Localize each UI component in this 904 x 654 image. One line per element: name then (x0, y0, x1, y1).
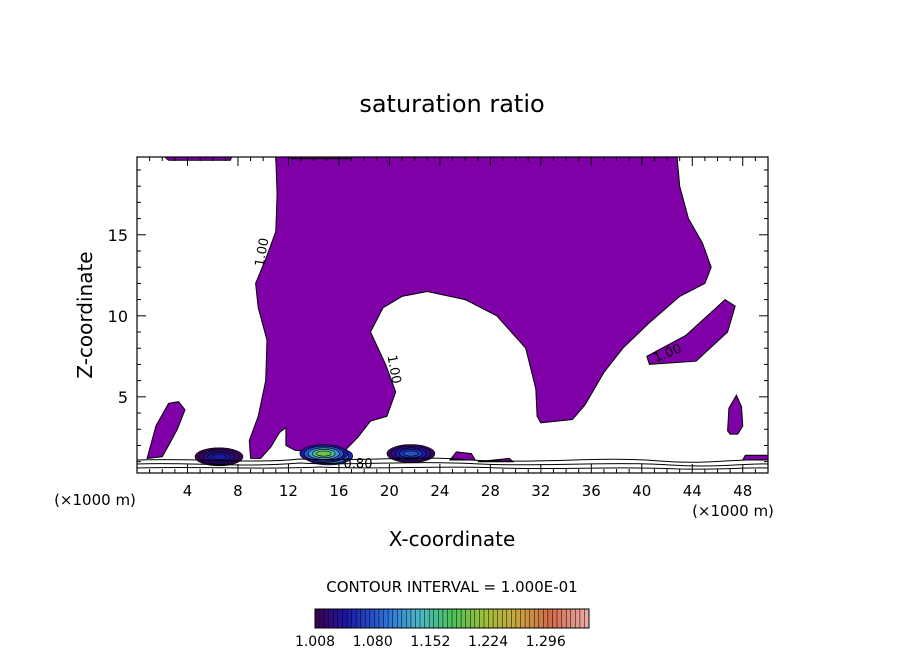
x-unit-label-left: (×1000 m) (54, 491, 136, 509)
colorbar-label: 1.008 (295, 634, 335, 650)
core-3-ring-4 (403, 450, 419, 457)
x-tick-label: 16 (329, 482, 348, 500)
x-tick-label: 44 (683, 482, 702, 500)
y-tick-label: 15 (108, 226, 128, 245)
x-tick-label: 32 (531, 482, 550, 500)
left-plume (146, 401, 186, 459)
x-unit-label-right: (×1000 m) (692, 502, 774, 520)
y-tick-label: 10 (108, 307, 128, 326)
right-blob (727, 394, 744, 435)
colorbar: 1.008 1.080 1.152 1.224 1.296 (295, 608, 590, 650)
y-axis-ticks: 5 10 15 (108, 169, 768, 463)
colorbar-label: 1.224 (468, 634, 508, 650)
contour-label-2: 1.00 (384, 354, 404, 385)
x-axis-label: X-coordinate (389, 527, 516, 551)
contour-interval-text: CONTOUR INTERVAL = 1.000E-01 (326, 578, 577, 596)
colorbar-label: 1.152 (410, 634, 450, 650)
y-axis-label: Z-coordinate (73, 251, 97, 378)
x-tick-label: 12 (279, 482, 298, 500)
tongue-right (646, 298, 736, 365)
x-tick-label: 8 (233, 482, 243, 500)
x-tick-label: 20 (380, 482, 399, 500)
x-tick-label: 48 (733, 482, 752, 500)
x-tick-label: 4 (183, 482, 193, 500)
colorbar-label: 1.080 (353, 634, 393, 650)
y-tick-label: 5 (118, 388, 128, 407)
colorbar-bands (319, 609, 585, 628)
contour-label-1: 1.00 (253, 237, 273, 268)
colorbar-label: 1.296 (526, 634, 566, 650)
near-surface-contours (137, 457, 768, 470)
x-tick-label: 40 (632, 482, 651, 500)
x-tick-label: 28 (481, 482, 500, 500)
core-2-ring-4 (211, 453, 227, 460)
core-1-ring-4 (316, 450, 332, 457)
x-tick-label: 36 (582, 482, 601, 500)
plot-area (137, 157, 768, 473)
contour-label-4: 0.80 (344, 457, 373, 472)
chart-title: saturation ratio (359, 90, 544, 118)
main-supersaturated-region (248, 157, 712, 459)
x-axis-ticks: 4 8 12 16 20 24 28 32 36 40 44 48 (149, 157, 756, 500)
top-left-edge-patch (164, 157, 233, 161)
x-tick-label: 24 (430, 482, 449, 500)
